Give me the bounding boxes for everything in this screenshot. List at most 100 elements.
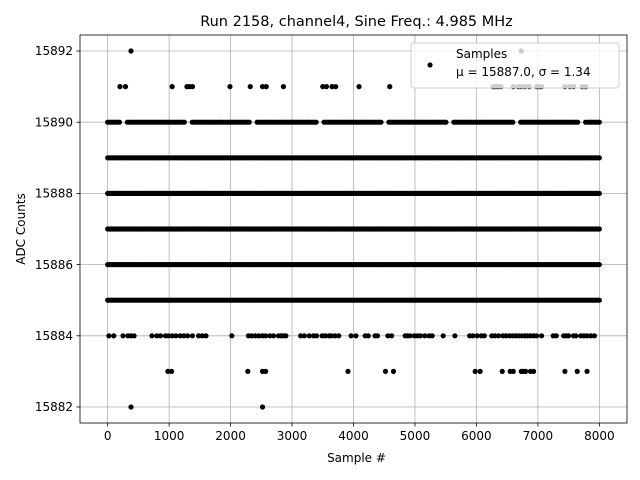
sample-point <box>472 368 478 374</box>
sample-point <box>333 84 339 90</box>
sample-point <box>203 333 209 339</box>
y-tick-label: 15884 <box>35 329 73 343</box>
legend[interactable]: Samples μ = 15887.0, σ = 1.34 <box>410 42 620 89</box>
sample-point <box>387 84 393 90</box>
y-tick-label: 15886 <box>35 258 73 272</box>
sample-point <box>596 261 602 268</box>
sample-point <box>365 333 371 339</box>
x-axis-label: Sample # <box>327 451 386 465</box>
sample-point <box>443 119 449 125</box>
sample-point <box>267 333 273 339</box>
x-tick-label: 6000 <box>461 429 492 443</box>
sample-point <box>196 333 202 339</box>
y-tick-label: 15882 <box>35 400 73 414</box>
sample-point <box>181 119 187 125</box>
sample-point <box>247 84 253 90</box>
sample-point <box>169 84 175 90</box>
sample-point <box>263 368 269 374</box>
sample-point <box>256 333 262 339</box>
sample-point <box>245 368 251 374</box>
sample-point <box>173 333 179 339</box>
sample-point <box>227 84 233 90</box>
sample-point <box>553 333 559 339</box>
sample-point <box>382 368 389 374</box>
y-tick-label: 15888 <box>35 187 73 201</box>
sample-point <box>499 368 505 374</box>
sample-point <box>477 368 483 374</box>
sample-point <box>157 333 164 339</box>
sample-point <box>596 226 602 232</box>
y-axis-label: ADC Counts <box>14 193 28 265</box>
sample-point <box>591 333 598 339</box>
sample-point <box>522 368 529 374</box>
legend-box <box>410 42 620 89</box>
sample-point <box>283 333 289 339</box>
sample-point <box>503 333 509 339</box>
x-tick-label: 3000 <box>277 429 308 443</box>
sample-point <box>562 368 568 374</box>
sample-point <box>596 155 602 161</box>
sample-point <box>470 333 476 339</box>
sample-points <box>105 48 602 410</box>
sample-point <box>314 333 320 339</box>
chart-title: Run 2158, channel4, Sine Freq.: 4.985 MH… <box>200 14 513 30</box>
sample-point <box>596 297 602 303</box>
x-tick-label: 8000 <box>584 429 615 443</box>
sample-point <box>356 84 362 90</box>
sample-point <box>248 333 255 339</box>
sample-point <box>181 333 187 339</box>
sample-point <box>298 333 304 339</box>
sample-point <box>329 84 335 90</box>
sample-point <box>189 333 196 339</box>
sample-point <box>323 84 330 90</box>
sample-point <box>417 333 424 339</box>
y-tick-label: 15890 <box>35 115 73 129</box>
sample-point <box>378 119 384 125</box>
sample-point <box>301 333 307 339</box>
x-tick-label: 4000 <box>338 429 369 443</box>
sample-point <box>280 84 287 90</box>
sample-point <box>588 333 594 339</box>
sample-point <box>510 368 516 374</box>
sample-point <box>189 84 196 90</box>
sample-point <box>229 333 235 339</box>
x-tick-label: 5000 <box>400 429 431 443</box>
sample-point <box>575 119 581 125</box>
sample-point <box>169 333 175 339</box>
sample-point <box>259 404 266 410</box>
sample-point <box>106 333 112 339</box>
sample-point <box>452 333 458 339</box>
sample-point <box>111 333 117 339</box>
sample-point <box>389 333 395 339</box>
sample-point <box>122 84 129 90</box>
sample-point <box>116 119 123 125</box>
sample-point <box>474 333 480 339</box>
sample-point <box>306 333 312 339</box>
sample-point <box>168 368 175 374</box>
sample-point <box>263 333 269 339</box>
sample-point <box>538 333 545 339</box>
legend-stats: μ = 15887.0, σ = 1.34 <box>456 65 591 79</box>
sample-point <box>271 333 277 339</box>
sample-point <box>117 84 123 90</box>
sample-point <box>131 333 137 339</box>
sample-point <box>530 368 537 374</box>
sample-point <box>440 333 446 339</box>
sample-point <box>374 333 381 339</box>
x-tick-label: 2000 <box>215 429 246 443</box>
sample-point <box>495 333 502 339</box>
sample-point <box>336 333 342 339</box>
sample-point <box>128 48 134 54</box>
sample-point <box>348 333 354 339</box>
x-axis-ticks: 0 1000 2000 3000 4000 5000 6000 7000 8000 <box>104 423 615 443</box>
sample-point <box>353 333 359 339</box>
sample-point <box>492 333 498 339</box>
sample-point <box>407 333 413 339</box>
sample-point <box>177 333 183 339</box>
x-tick-label: 0 <box>104 429 112 443</box>
x-tick-label: 1000 <box>154 429 185 443</box>
sample-point <box>149 333 155 339</box>
x-tick-label: 7000 <box>523 429 554 443</box>
sample-point <box>184 333 191 339</box>
